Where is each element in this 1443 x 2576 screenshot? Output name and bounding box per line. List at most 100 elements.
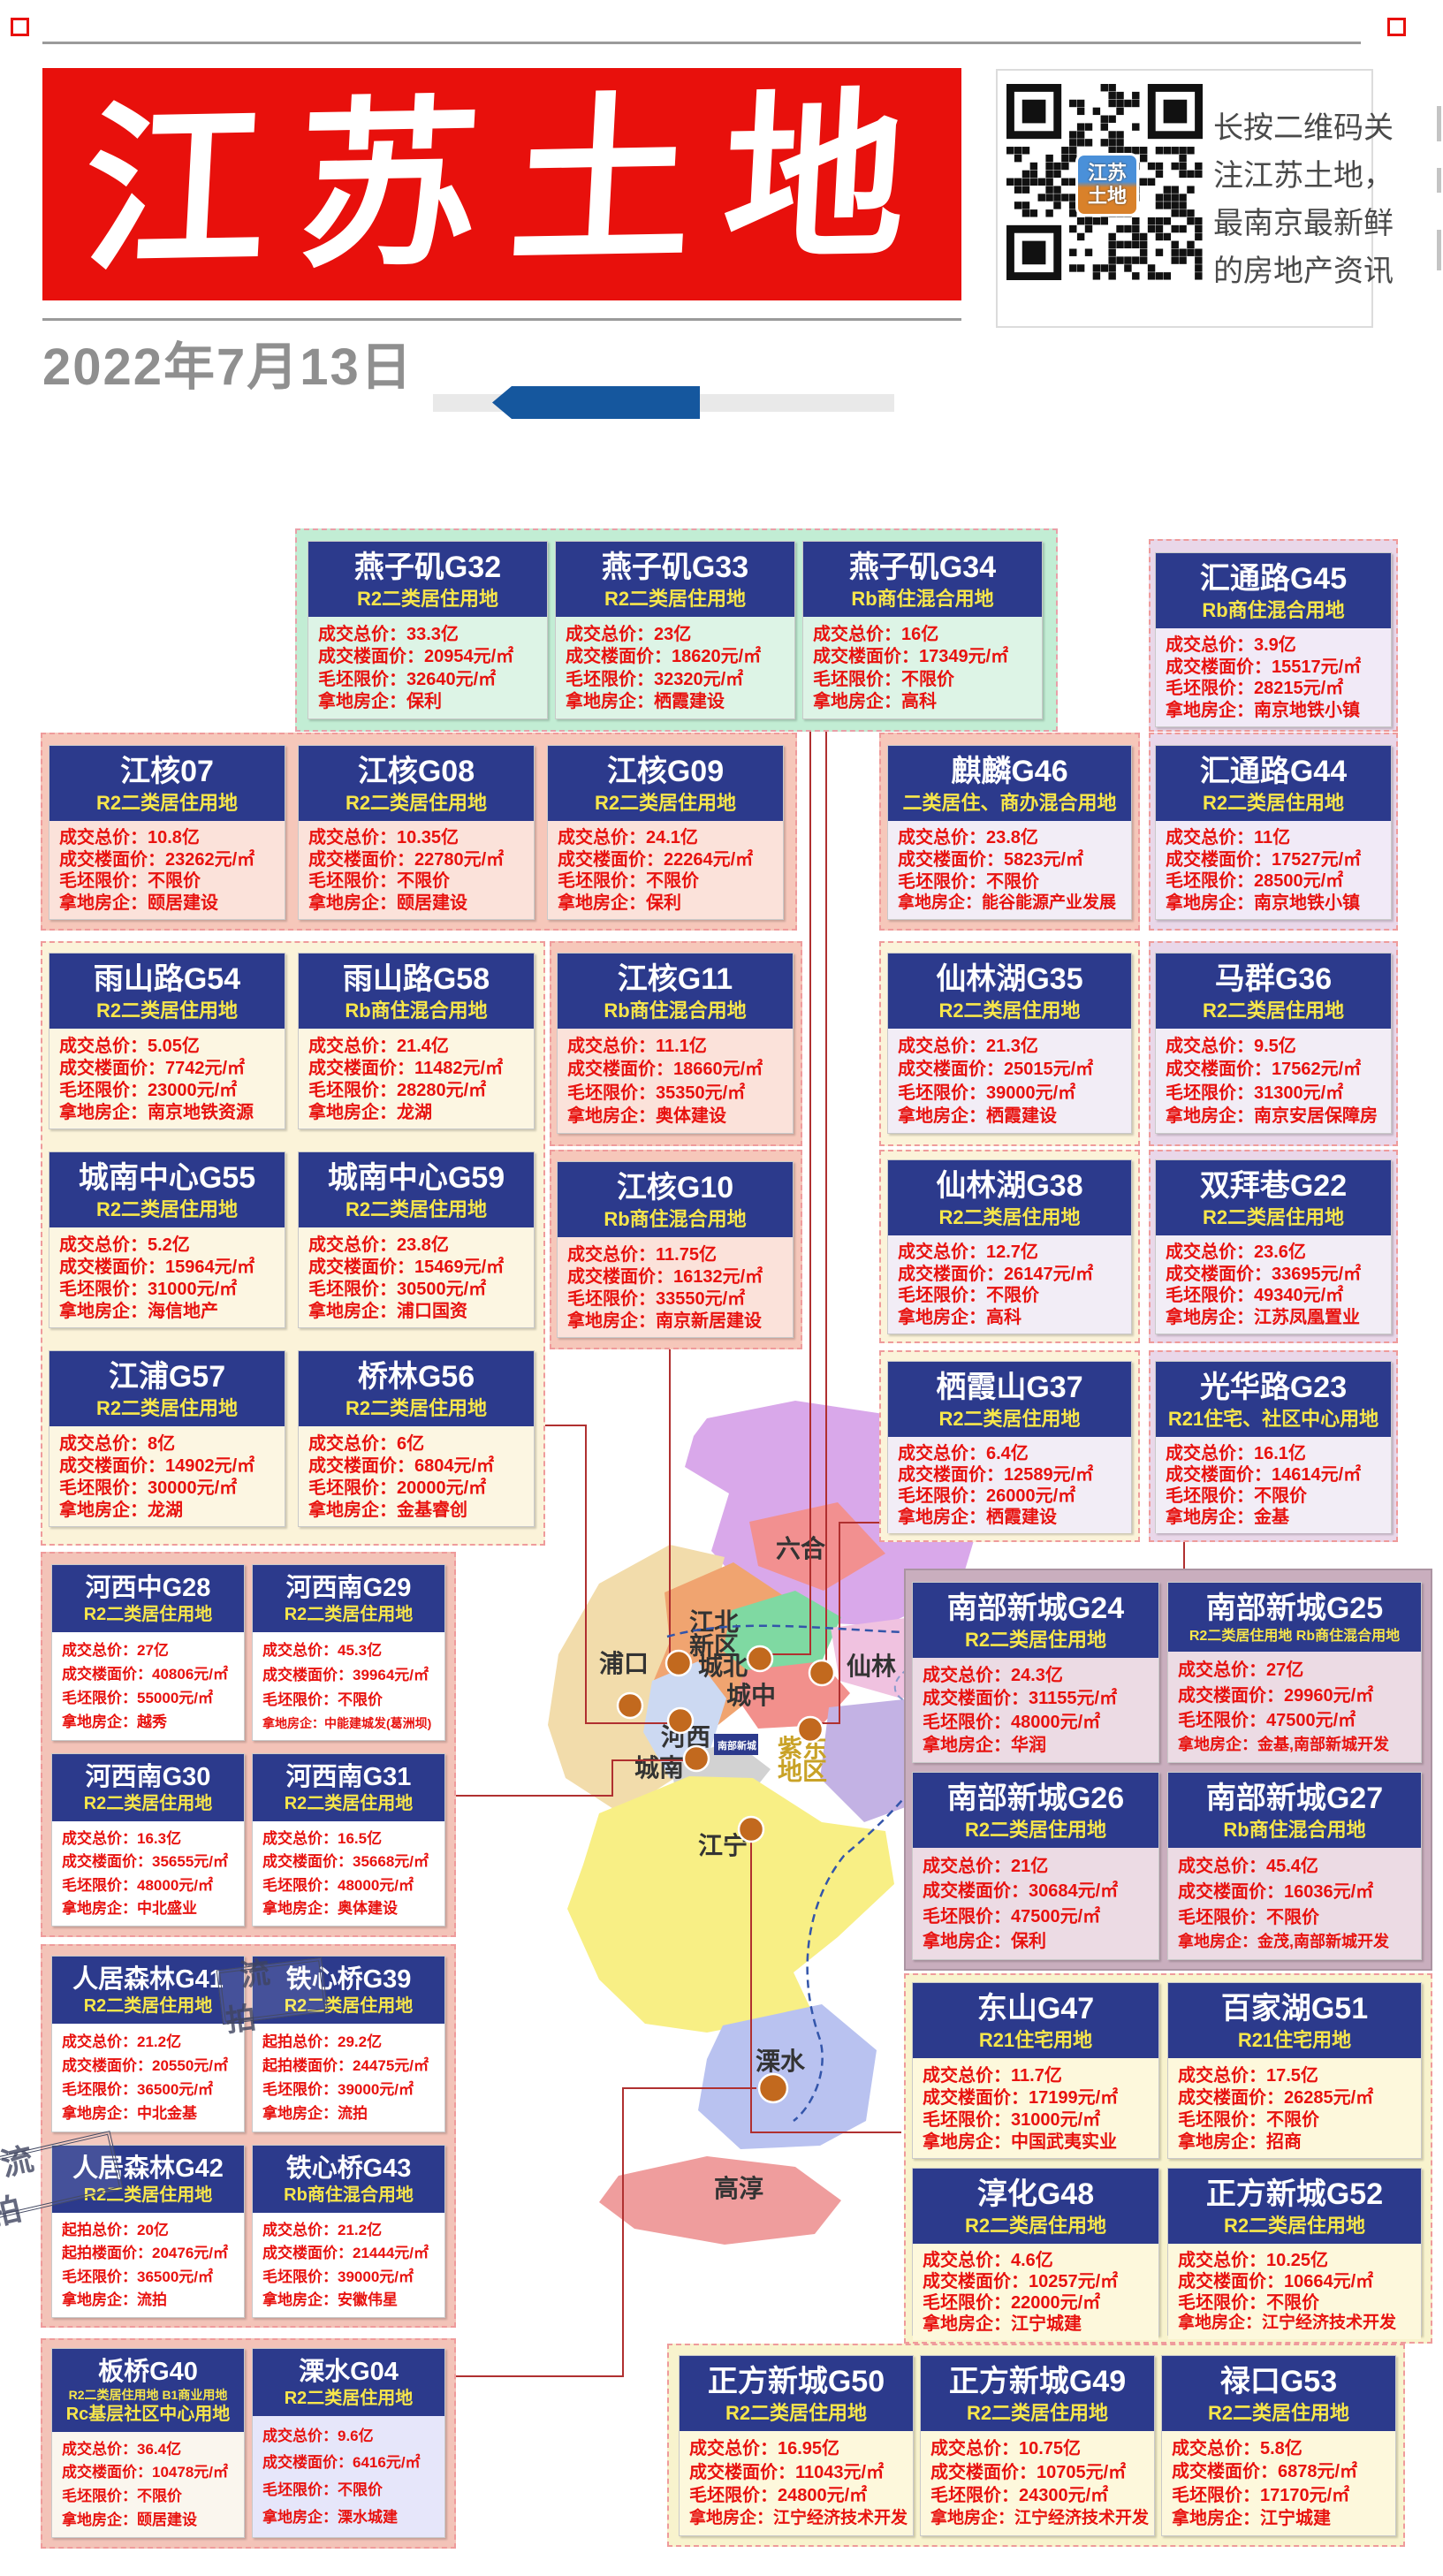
land-parcel-card: 铁心桥G39 R2二类居住用地 起拍总价：29.2亿 起拍楼面价：24475元/㎡… [252,1956,445,2132]
qr-module [1139,232,1148,241]
parcel-data-row: 拿地房企：栖霞建设 [898,1106,1121,1127]
card-header: 仙林湖G35 R2二类居住用地 [888,954,1131,1029]
parcel-data-row: 成交楼面价：22780元/㎡ [308,849,524,870]
edge-crop-mark [1437,106,1441,141]
parcel-land-types: R2二类居住用地 [559,587,791,612]
qr-module [1006,178,1014,186]
row-value: 9.5亿 [1254,1037,1296,1057]
land-parcel-card: 城南中心G55 R2二类居住用地 成交总价：5.2亿 成交楼面价：15964元/㎡… [49,1151,285,1328]
card-body: 成交总价：24.1亿 成交楼面价：22264元/㎡ 毛坯限价：不限价 拿地房企：保利 [548,821,783,919]
row-value: 奥体建设 [338,1899,398,1917]
parcel-data-row: 毛坯限价：31000元/㎡ [923,2109,1149,2131]
parcel-land-types: 二类居住、商办混合用地 [892,791,1128,816]
parcel-land-types: R2二类居住用地 [53,1197,281,1222]
row-value: 颐居建设 [148,893,218,913]
qr-module [1187,248,1195,256]
qr-module [1108,131,1116,139]
row-label: 毛坯限价： [923,2293,1011,2313]
row-label: 成交楼面价： [308,1058,414,1078]
parcel-title: 正方新城G49 [948,2365,1127,2398]
parcel-data-row: 毛坯限价：不限价 [62,2488,234,2505]
parcel-data-row: 毛坯限价：47500元/㎡ [923,1906,1149,1927]
card-header: 溧水G04 R2二类居住用地 [253,2349,444,2417]
parcel-data-row: 成交总价：10.35亿 [308,827,524,848]
connector-line [771,730,811,1655]
row-value: 40806元/㎡ [152,1665,228,1683]
parcel-data-row: 拿地房企：海信地产 [59,1301,275,1322]
qr-module [1195,232,1203,241]
header-top-rule [42,42,1361,44]
row-value: 海信地产 [148,1301,218,1321]
row-value: 颐居建设 [397,893,467,913]
parcel-land-type: Rb商住混合用地 [604,1207,747,1230]
row-label: 成交楼面价： [308,1257,414,1277]
parcel-land-type: R2二类居住用地 [604,587,747,610]
card-header: 桥林G56 R2二类居住用地 [299,1351,534,1426]
row-value: 南京地铁小镇 [1254,893,1360,913]
parcel-data-row: 起拍楼面价：24475元/㎡ [262,2057,435,2075]
row-value: 南京安居保障房 [1254,1106,1378,1126]
row-value: 39000元/㎡ [986,1083,1076,1103]
parcel-title: 城南中心G55 [78,1161,256,1195]
map-location-dot [796,1715,824,1744]
qr-module [1155,194,1164,201]
parcel-land-type: R2二类居住用地 [345,1396,488,1419]
parcel-data-row: 拿地房企：江宁城建 [923,2314,1149,2335]
row-label: 拿地房企： [813,692,901,712]
row-label: 成交楼面价： [898,850,1004,870]
row-value: 36.4亿 [137,2440,182,2458]
edge-crop-mark [1437,168,1441,193]
parcel-data-row: 成交楼面价：6878元/㎡ [1172,2461,1386,2482]
qr-module [1061,178,1069,186]
parcel-data-row: 拿地房企：安徽伟星 [262,2291,435,2309]
qr-module [1179,147,1187,155]
card-body: 成交总价：10.35亿 成交楼面价：22780元/㎡ 毛坯限价：不限价 拿地房企：颐居… [299,821,534,919]
parcel-land-types: R2二类居住用地 [53,1396,281,1421]
row-value: 栖霞建设 [986,1508,1057,1527]
row-value: 16.1亿 [1254,1444,1306,1463]
card-header: 雨山路G54 R2二类居住用地 [49,954,285,1029]
card-header: 板桥G40 R2二类居住用地 B1商业用地 Rc基层社区中心用地 [52,2349,244,2432]
row-value: 20550元/㎡ [152,2056,228,2074]
row-value: 16.95亿 [778,2439,840,2459]
parcel-data-row: 成交楼面价：26147元/㎡ [898,1264,1121,1285]
parcel-data-row: 毛坯限价：不限价 [262,2481,435,2499]
qr-module [1155,272,1164,280]
qr-caption-line: 长按二维码关 [1213,111,1394,145]
row-value: 21444元/㎡ [353,2245,429,2262]
parcel-data-row: 成交总价：16亿 [813,624,1032,645]
qr-module [1124,99,1132,108]
row-label: 拿地房企： [689,2508,774,2527]
qr-module [1100,139,1108,147]
parcel-data-row: 成交楼面价：11482元/㎡ [308,1058,524,1079]
parcel-data-row: 拿地房企：江宁经济技术开发 [1178,2314,1411,2334]
qr-module [1139,240,1148,249]
qr-module [1108,91,1116,100]
parcel-data-row: 成交楼面价：20954元/㎡ [318,646,537,667]
map-location-dot [616,1691,644,1720]
row-label: 拿地房企： [59,893,148,913]
district-gaochun-region [599,2156,841,2245]
row-value: 45.4亿 [1266,1857,1318,1877]
row-label: 起拍总价： [62,2222,137,2239]
qr-module [1108,272,1116,280]
row-label: 成交楼面价： [59,1257,165,1277]
parcel-data-row: 毛坯限价：36500元/㎡ [62,2268,234,2286]
qr-module [1171,248,1179,256]
row-label: 毛坯限价： [62,2268,137,2285]
parcel-data-row: 成交楼面价：23262元/㎡ [59,849,275,870]
row-value: 中北金基 [137,2105,197,2123]
card-header: 江核07 R2二类居住用地 [49,746,285,821]
parcel-land-type: Rb商住混合用地 [1202,598,1345,621]
parcel-data-row: 拿地房企：江宁城建 [1172,2508,1386,2529]
row-value: 39000元/㎡ [338,2081,414,2099]
row-value: 48000元/㎡ [137,1876,213,1894]
row-label: 成交楼面价： [262,1853,353,1871]
qr-module [1139,178,1148,186]
card-body: 起拍总价：29.2亿 起拍楼面价：24475元/㎡ 毛坯限价：39000元/㎡ 拿地房… [253,2024,444,2131]
card-header: 城南中心G55 R2二类居住用地 [49,1152,285,1227]
row-label: 成交楼面价： [923,2087,1029,2108]
row-label: 起拍楼面价： [262,2056,353,2074]
parcel-data-row: 成交总价：12.7亿 [898,1242,1121,1263]
parcel-land-type: R2二类居住用地 [83,2185,213,2206]
